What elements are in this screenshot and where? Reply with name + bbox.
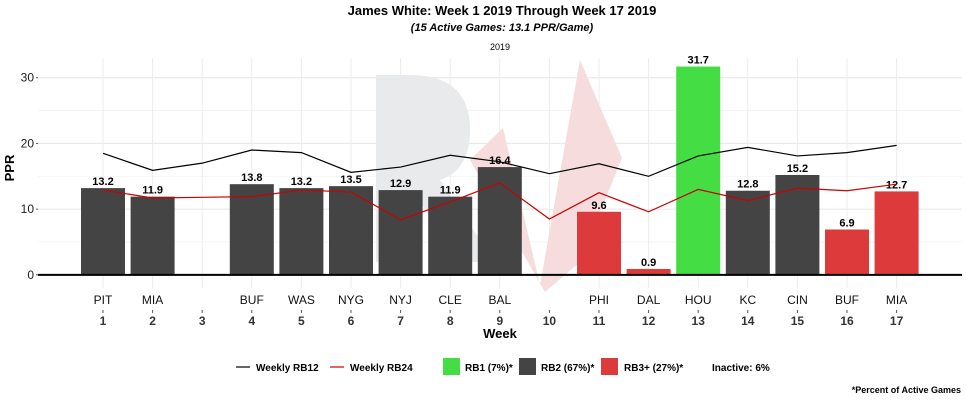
opponent-label-week-15: CIN (787, 293, 808, 307)
threshold-lines (102, 144, 897, 221)
x-axis-ticks (102, 310, 898, 313)
opponent-label-week-1: PIT (94, 293, 113, 307)
week-tick-label-3: 3 (199, 314, 206, 328)
opponent-label-week-7: NYJ (389, 293, 412, 307)
bar-value-label-week-8: 11.9 (440, 185, 461, 197)
bar-value-label-week-16: 6.9 (839, 218, 854, 230)
bar-value-label-week-9: 16.4 (489, 155, 511, 167)
legend-swatch-rb3 (601, 358, 618, 375)
series-line-rb12 (102, 144, 897, 177)
opponent-label-week-4: BUF (240, 293, 264, 307)
y-axis: 0 10 20 30 (21, 71, 38, 282)
legend: Weekly RB12 Weekly RB24 RB1 (7%)* RB2 (6… (236, 358, 770, 375)
bar-value-label-week-13: 31.7 (687, 55, 708, 67)
bar-week-17 (874, 191, 919, 275)
y-tick-label-20: 20 (21, 136, 35, 150)
week-tick-label-13: 13 (692, 314, 706, 328)
legend-label-rb3: RB3+ (27%)* (624, 363, 683, 374)
bar-value-label-week-1: 13.2 (92, 176, 113, 188)
x-axis-title: Week (483, 326, 517, 341)
bars (81, 66, 919, 275)
week-tick-label-14: 14 (741, 314, 755, 328)
legend-label-rb1: RB1 (7%)* (465, 363, 513, 374)
bar-week-5 (279, 188, 324, 275)
chart-subtitle: (15 Active Games: 13.1 PPR/Game) (411, 22, 594, 34)
bar-week-16 (825, 229, 869, 275)
legend-label-rb12: Weekly RB12 (256, 363, 319, 374)
bar-week-1 (81, 188, 125, 275)
week-tick-label-8: 8 (447, 314, 454, 328)
opponent-label-week-5: WAS (288, 293, 315, 307)
bar-value-label-week-17: 12.7 (886, 179, 907, 191)
week-tick-label-1: 1 (100, 314, 107, 328)
opponent-label-week-9: BAL (488, 293, 511, 307)
week-tick-label-2: 2 (149, 314, 156, 328)
opponent-label-week-2: MIA (142, 293, 163, 307)
week-tick-label-11: 11 (593, 314, 606, 328)
bar-value-label-week-15: 15.2 (787, 163, 808, 175)
week-tick-label-15: 15 (791, 314, 805, 328)
opponent-label-week-12: DAL (637, 293, 661, 307)
legend-swatch-rb1 (443, 358, 460, 375)
bar-week-7 (378, 190, 423, 275)
bar-week-2 (130, 196, 175, 275)
bar-value-label-week-2: 11.9 (142, 185, 163, 197)
chart-title: James White: Week 1 2019 Through Week 17… (348, 3, 657, 18)
bar-week-14 (725, 190, 770, 275)
footnote: *Percent of Active Games (852, 385, 961, 395)
week-tick-label-16: 16 (840, 314, 854, 328)
bar-value-label-week-12: 0.9 (641, 257, 656, 269)
week-tick-label-10: 10 (543, 314, 557, 328)
week-tick-label-7: 7 (397, 314, 404, 328)
week-tick-labels: 1 2 3 4 5 6 7 8 9 10 11 12 13 14 15 16 17 (100, 314, 904, 328)
bar-value-label-week-4: 13.8 (241, 172, 262, 184)
bar-week-15 (775, 174, 820, 275)
bar-week-4 (229, 184, 274, 275)
opponent-label-week-16: BUF (835, 293, 859, 307)
bar-value-label-week-6: 13.5 (340, 174, 361, 186)
y-tick-label-0: 0 (27, 268, 34, 282)
opponent-labels: PIT MIA BUF WAS NYG NYJ CLE BAL PHI DAL HOU KC CIN BU… (94, 293, 908, 307)
bar-week-11 (577, 211, 621, 275)
series-line-rb24 (102, 182, 897, 221)
bar-week-12 (626, 268, 671, 275)
legend-label-rb24: Weekly RB24 (350, 363, 413, 374)
legend-label-rb2: RB2 (67%)* (541, 363, 594, 374)
legend-swatch-rb2 (519, 358, 536, 375)
opponent-label-week-8: CLE (439, 293, 462, 307)
bar-value-label-week-14: 12.8 (737, 179, 758, 191)
opponent-label-week-11: PHI (589, 293, 609, 307)
week-tick-label-5: 5 (298, 314, 305, 328)
bar-value-labels: 13.2 11.9 13.8 13.2 13.5 12.9 11.9 16.4 9.6 0.9 31… (92, 55, 907, 269)
bar-week-13 (676, 66, 721, 275)
bar-week-9 (477, 167, 522, 275)
facet-label: 2019 (490, 42, 510, 52)
y-tick-label-30: 30 (21, 71, 35, 85)
bar-value-label-week-11: 9.6 (591, 200, 606, 212)
opponent-label-week-14: KC (739, 293, 756, 307)
week-tick-label-17: 17 (890, 314, 904, 328)
opponent-label-week-6: NYG (338, 293, 364, 307)
legend-inactive: Inactive: 6% (712, 363, 770, 374)
week-tick-label-9: 9 (496, 314, 503, 328)
opponent-label-week-17: MIA (886, 293, 907, 307)
bar-value-label-week-5: 13.2 (291, 176, 312, 188)
y-tick-label-10: 10 (21, 202, 35, 216)
bar-week-8 (428, 196, 473, 275)
y-axis-title: PPR (2, 154, 17, 181)
week-tick-label-4: 4 (248, 314, 255, 328)
week-tick-label-6: 6 (348, 314, 355, 328)
opponent-label-week-13: HOU (685, 293, 712, 307)
bar-week-6 (329, 186, 373, 275)
bar-value-label-week-7: 12.9 (390, 178, 411, 190)
week-tick-label-12: 12 (642, 314, 656, 328)
